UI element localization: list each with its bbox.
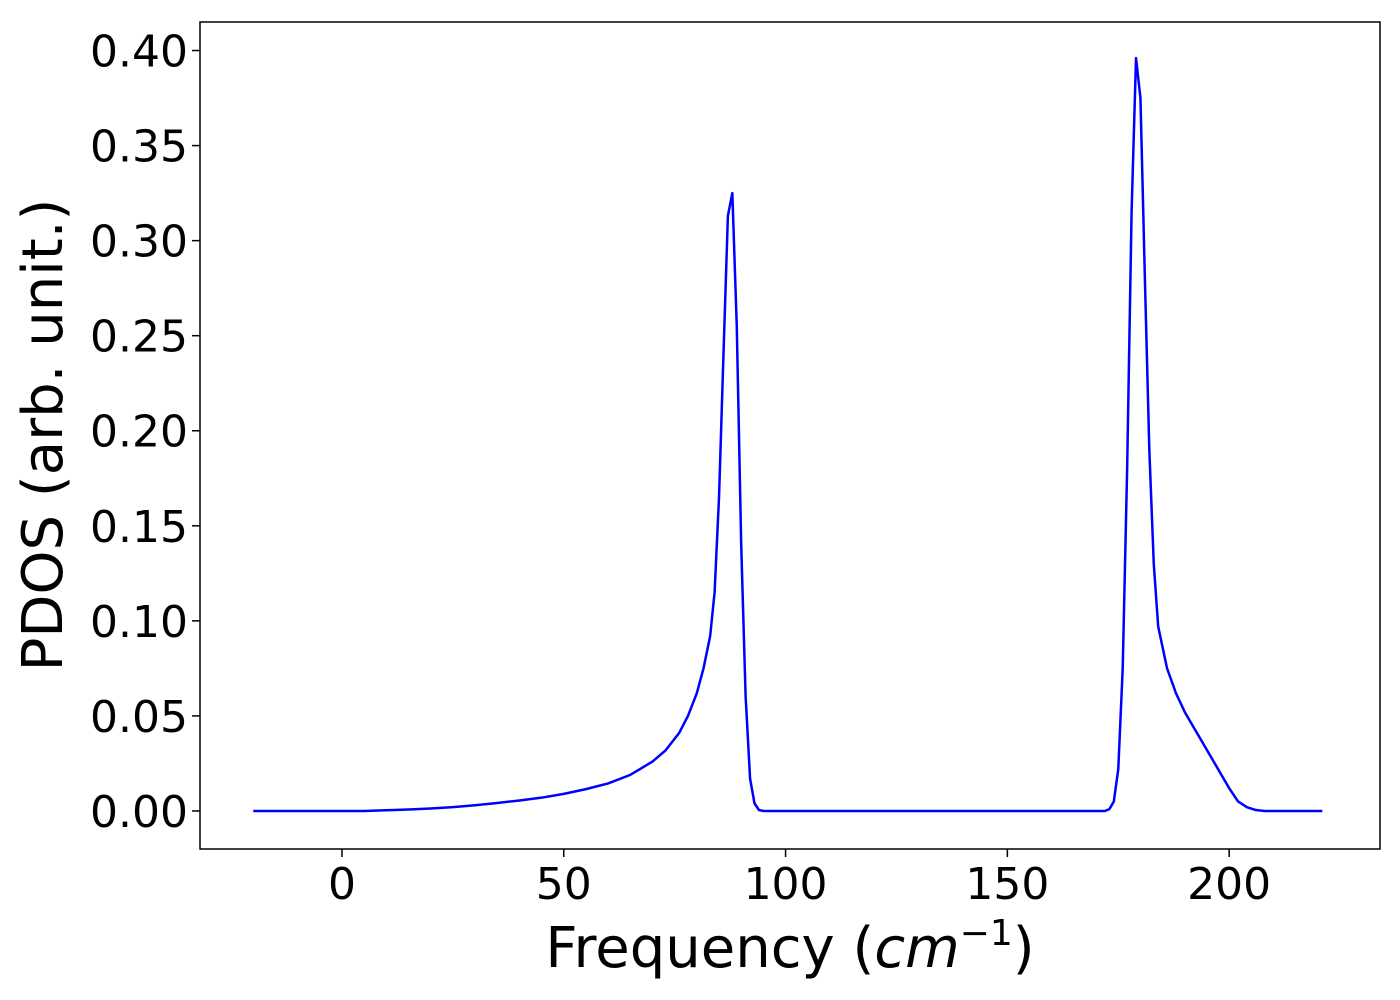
x-tick-label: 150 xyxy=(965,859,1049,910)
y-tick-label: 0.35 xyxy=(90,122,188,173)
y-tick-label: 0.15 xyxy=(90,502,188,553)
y-tick-label: 0.25 xyxy=(90,312,188,363)
y-axis-label: PDOS (arb. unit.) xyxy=(11,199,76,672)
pdos-series-line xyxy=(253,56,1323,813)
x-tick-label: 200 xyxy=(1187,859,1271,910)
y-axis-ticks: 0.00 0.05 0.10 0.15 0.20 0.25 0.30 0.35 0.40 xyxy=(90,27,200,838)
x-axis-label: Frequency (cm−1) xyxy=(545,913,1034,981)
plot-frame xyxy=(199,21,1381,850)
y-tick-label: 0.00 xyxy=(90,787,188,838)
y-tick-label: 0.40 xyxy=(90,27,188,78)
series-group xyxy=(253,56,1323,813)
y-tick-label: 0.10 xyxy=(90,597,188,648)
y-tick-label: 0.20 xyxy=(90,407,188,458)
x-axis-ticks: 0 50 100 150 200 xyxy=(328,849,1271,910)
y-tick-label: 0.05 xyxy=(90,692,188,743)
x-tick-label: 100 xyxy=(744,859,828,910)
x-tick-label: 50 xyxy=(536,859,592,910)
x-tick-label: 0 xyxy=(328,859,356,910)
y-tick-label: 0.30 xyxy=(90,217,188,268)
